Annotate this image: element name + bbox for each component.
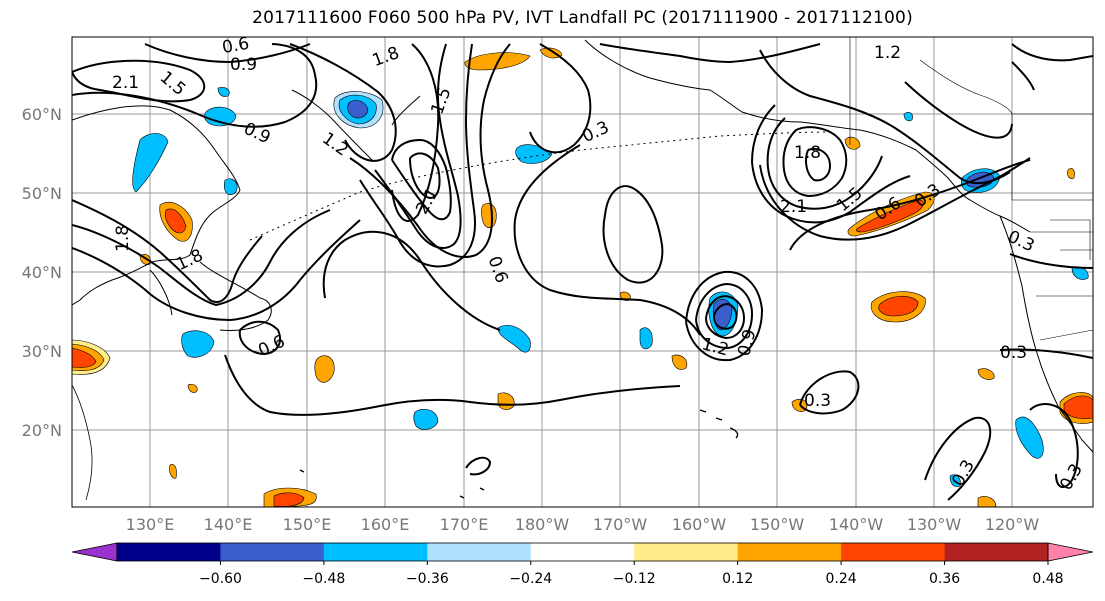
colorbar-tick-label: −0.24 [509,571,552,587]
pv-contours [72,43,1093,501]
contour-label: 0.6 [221,34,251,58]
lon-label: 160°W [672,515,727,534]
colorbar-tick-label: −0.36 [406,571,449,587]
colorbar-tick-label: 0.12 [722,571,753,587]
lon-label: 170°E [440,515,489,534]
colorbar-tick-label: 0.48 [1032,571,1063,587]
lon-label: 170°W [593,515,648,534]
coast-pacific-islands [299,469,485,499]
coast-ph [72,384,93,501]
contour-label: 1.2 [874,43,901,63]
colorbar-segment [323,543,428,561]
colorbar-tick-label: 0.36 [929,571,960,587]
gridlines [72,37,1093,507]
colorbar-tick-label: 0.24 [826,571,857,587]
figure-title: 2017111600 F060 500 hPa PV, IVT Landfall… [252,8,913,28]
colorbar-extend-low [71,542,118,562]
coast-hawaii [699,409,739,439]
contour-label: 1.8 [113,225,133,252]
coast-asia [72,105,241,306]
coast-alaska [584,39,1031,233]
contour-label: 0.9 [230,55,257,75]
lon-label: 120°W [985,515,1040,534]
colorbar-boxes [117,543,1049,561]
colorbar-outline [116,542,1049,562]
contour-label: 0.3 [804,391,831,411]
contour-label: 1.8 [794,143,821,163]
colorbar-ticks: −0.60 −0.48 −0.36 −0.24 −0.12 0.12 0.24 0.36 0.4… [199,561,1064,587]
lon-label: 150°E [283,515,332,534]
map-frame [71,36,1094,508]
contour-label: 0.3 [1000,343,1027,363]
lon-label: 130°E [126,515,175,534]
lat-label: 60°N [22,105,62,124]
lon-axis: 130°E 140°E 150°E 160°E 170°E 180°W 170°… [126,515,1040,534]
lon-label: 160°E [361,515,410,534]
colorbar-segment [530,543,635,561]
lat-label: 50°N [22,184,62,203]
coast-aleutians [249,131,831,241]
colorbar-tick-label: −0.12 [613,571,656,587]
colorbar-segment [944,543,1049,561]
country-borders [849,37,1093,341]
colorbar-segment [634,543,739,561]
lon-label: 140°E [204,515,253,534]
colorbar-segment [427,543,532,561]
colorbar-tick-label: −0.60 [199,571,242,587]
lon-label: 140°W [829,515,884,534]
lat-label: 30°N [22,342,62,361]
lon-label: 130°W [907,515,962,534]
colorbar-segment [841,543,946,561]
colorbar-segment [220,543,325,561]
lat-axis: 60°N 50°N 40°N 30°N 20°N [22,105,62,440]
lat-label: 40°N [22,263,62,282]
colorbar: −0.60 −0.48 −0.36 −0.24 −0.12 0.12 0.24 0.36 0.4… [71,542,1094,587]
contour-label: 2.1 [112,73,139,93]
coast-kamchatka [291,89,421,161]
colorbar-segment [117,543,221,561]
lon-label: 180°W [515,515,570,534]
contour-label: 2.1 [780,197,807,217]
lat-label: 20°N [22,421,62,440]
colorbar-tick-label: −0.48 [302,571,345,587]
coast-korea-japan [149,261,272,331]
lon-label: 150°W [750,515,805,534]
colorbar-extend-high [1047,542,1094,562]
colorbar-segment [737,543,842,561]
